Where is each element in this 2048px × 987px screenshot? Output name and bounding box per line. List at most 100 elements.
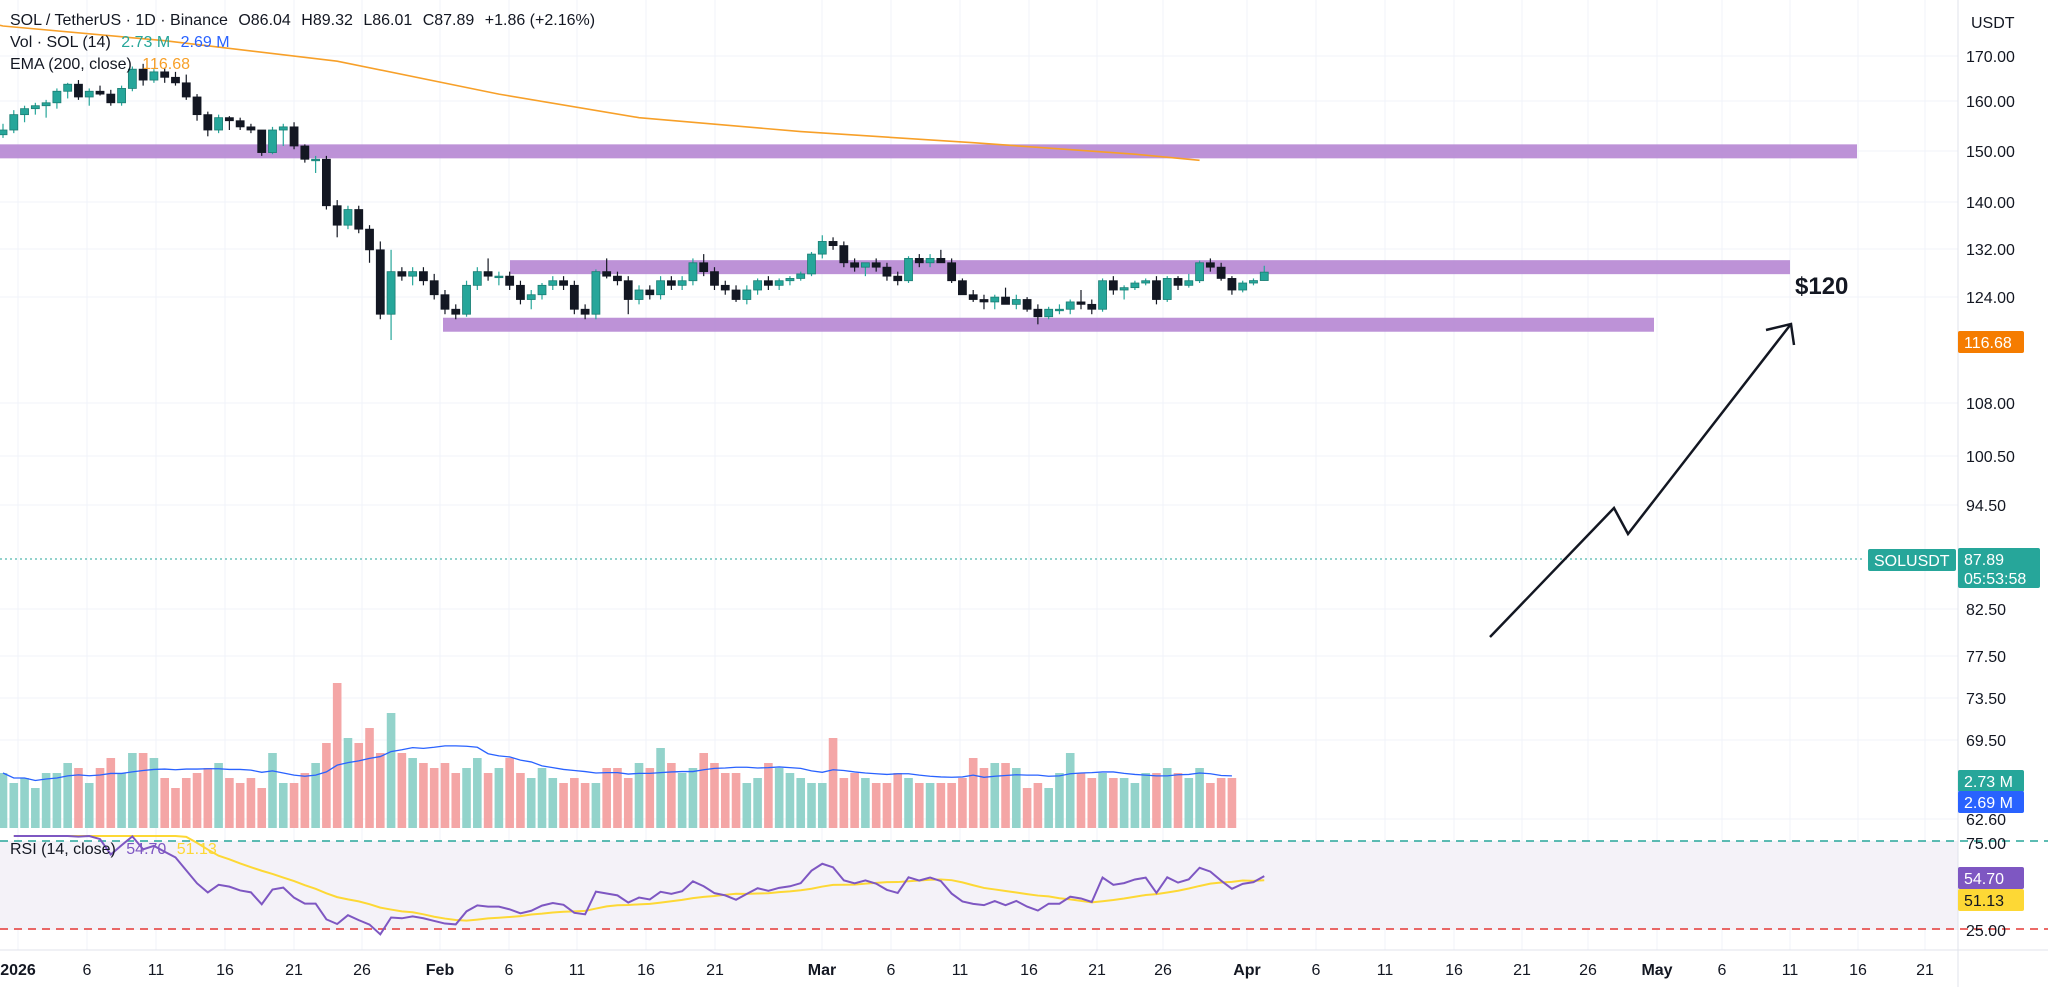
volume-bar [1022,788,1032,828]
rsi-tick-lower: 25.00 [1966,923,2006,940]
time-tick-label: 21 [1916,962,1934,979]
volume-bar [602,768,611,828]
volume-ma-tag-value: 2.69 M [1964,795,2013,812]
rsi-label[interactable]: RSI (14, close) [10,841,116,858]
candle-body [785,278,795,282]
volume-bar [268,753,277,828]
volume-bar [138,753,148,828]
volume-bar [257,788,267,828]
candle-body [268,129,277,153]
price-tick-label: 77.50 [1966,649,2006,666]
candle-body [52,90,62,104]
candle-body [1119,287,1129,291]
volume-bar [505,758,514,828]
candle-body [839,245,849,264]
volume-bar [397,753,407,828]
candle-body [41,102,51,107]
volume-bar [354,743,364,828]
ema-price-tag [1958,331,2024,353]
volume-bar [559,783,568,828]
volume-bar [171,788,180,828]
volume-bar [203,768,213,828]
volume-bar [667,763,676,828]
volume-bar [774,768,784,828]
ema-value: 116.68 [142,56,191,73]
candle-body [1195,262,1204,282]
volume-bar [160,778,169,828]
candle-body [203,114,213,131]
volume-legend[interactable]: Vol · SOL (14) 2.73 M 2.69 M [10,33,236,53]
volume-bar [882,783,892,828]
volume-bar [656,748,665,828]
candle-body [289,126,299,147]
volume-bar [214,763,223,828]
candle-body [1108,280,1118,291]
volume-bar [20,778,29,828]
currency-label[interactable]: USDT [1971,15,2015,32]
volume-bar [688,768,698,828]
volume-bar [677,773,687,828]
rsi-value-tag-text: 54.70 [1964,871,2004,888]
volume-bar [731,773,741,828]
time-tick-label: 21 [706,962,724,979]
ema-legend[interactable]: EMA (200, close) 116.68 [10,55,196,75]
candle-body [1076,301,1086,305]
symbol-legend[interactable]: SOL / TetherUS · 1D · Binance O86.04 H89… [10,11,601,31]
price-axis[interactable]: USDT 170.00 160.00 150.00 140.00 132.00 124.0… [1868,0,2040,987]
candle-body [1033,308,1043,318]
candle-body [861,262,870,268]
candle-body [871,262,881,268]
volume-bar [1044,788,1053,828]
rsi-legend[interactable]: RSI (14, close) 54.70 51.13 [10,840,223,860]
candle-body [720,284,730,291]
volume-bar [742,783,752,828]
rsi-ma-line [13,835,1265,922]
candle-body [1238,282,1248,291]
volume-bar [235,783,245,828]
time-tick-label: 11 [148,962,165,979]
candle-body [807,253,816,275]
candle-body [645,289,655,296]
volume-bar [623,778,633,828]
candle-body [688,262,698,282]
ema-label[interactable]: EMA (200, close) [10,56,132,73]
volume-bar [861,778,870,828]
candle-body [160,71,170,78]
candle-body [1087,303,1097,310]
candle-body [1216,266,1226,279]
volume-bar [936,783,946,828]
candles [0,63,1269,341]
candle-body [580,308,590,315]
volume-label[interactable]: Vol · SOL (14) [10,34,111,51]
volume-bar [106,758,116,828]
candle-body [300,145,310,160]
volume-bar [1206,783,1215,828]
volume-bar [376,753,385,828]
candle-body [817,241,827,255]
rsi-pane [0,834,2048,936]
candle-body [623,280,633,300]
last-price-tag [1958,548,2040,588]
volume-bar [1130,783,1140,828]
volume-bar [785,773,795,828]
last-price-symbol-tag [1868,549,1956,571]
volume-ma-tag [1958,791,2024,813]
volume-bar [95,768,105,828]
candle-body [1249,280,1258,284]
volume-bar [1109,778,1118,828]
rsi-value: 54.70 [126,841,167,858]
candle-body [429,280,439,296]
volume-tag-value: 2.73 M [1964,774,2013,791]
time-tick-label: 11 [1782,962,1799,979]
volume-bar [289,783,299,828]
volume-bar [720,773,730,828]
volume-bar [850,773,859,828]
time-axis[interactable]: 2026 6 11 16 21 26 Feb 6 11 16 21 Mar 6 11 16 21 26 Apr 6 1… [0,949,2048,979]
volume-bar [84,783,94,828]
time-tick-label: 16 [1020,962,1038,979]
symbol-title[interactable]: SOL / TetherUS · 1D · Binance [10,12,228,29]
candle-body [742,289,752,300]
candle-body [1173,278,1183,286]
candle-body [850,262,860,268]
